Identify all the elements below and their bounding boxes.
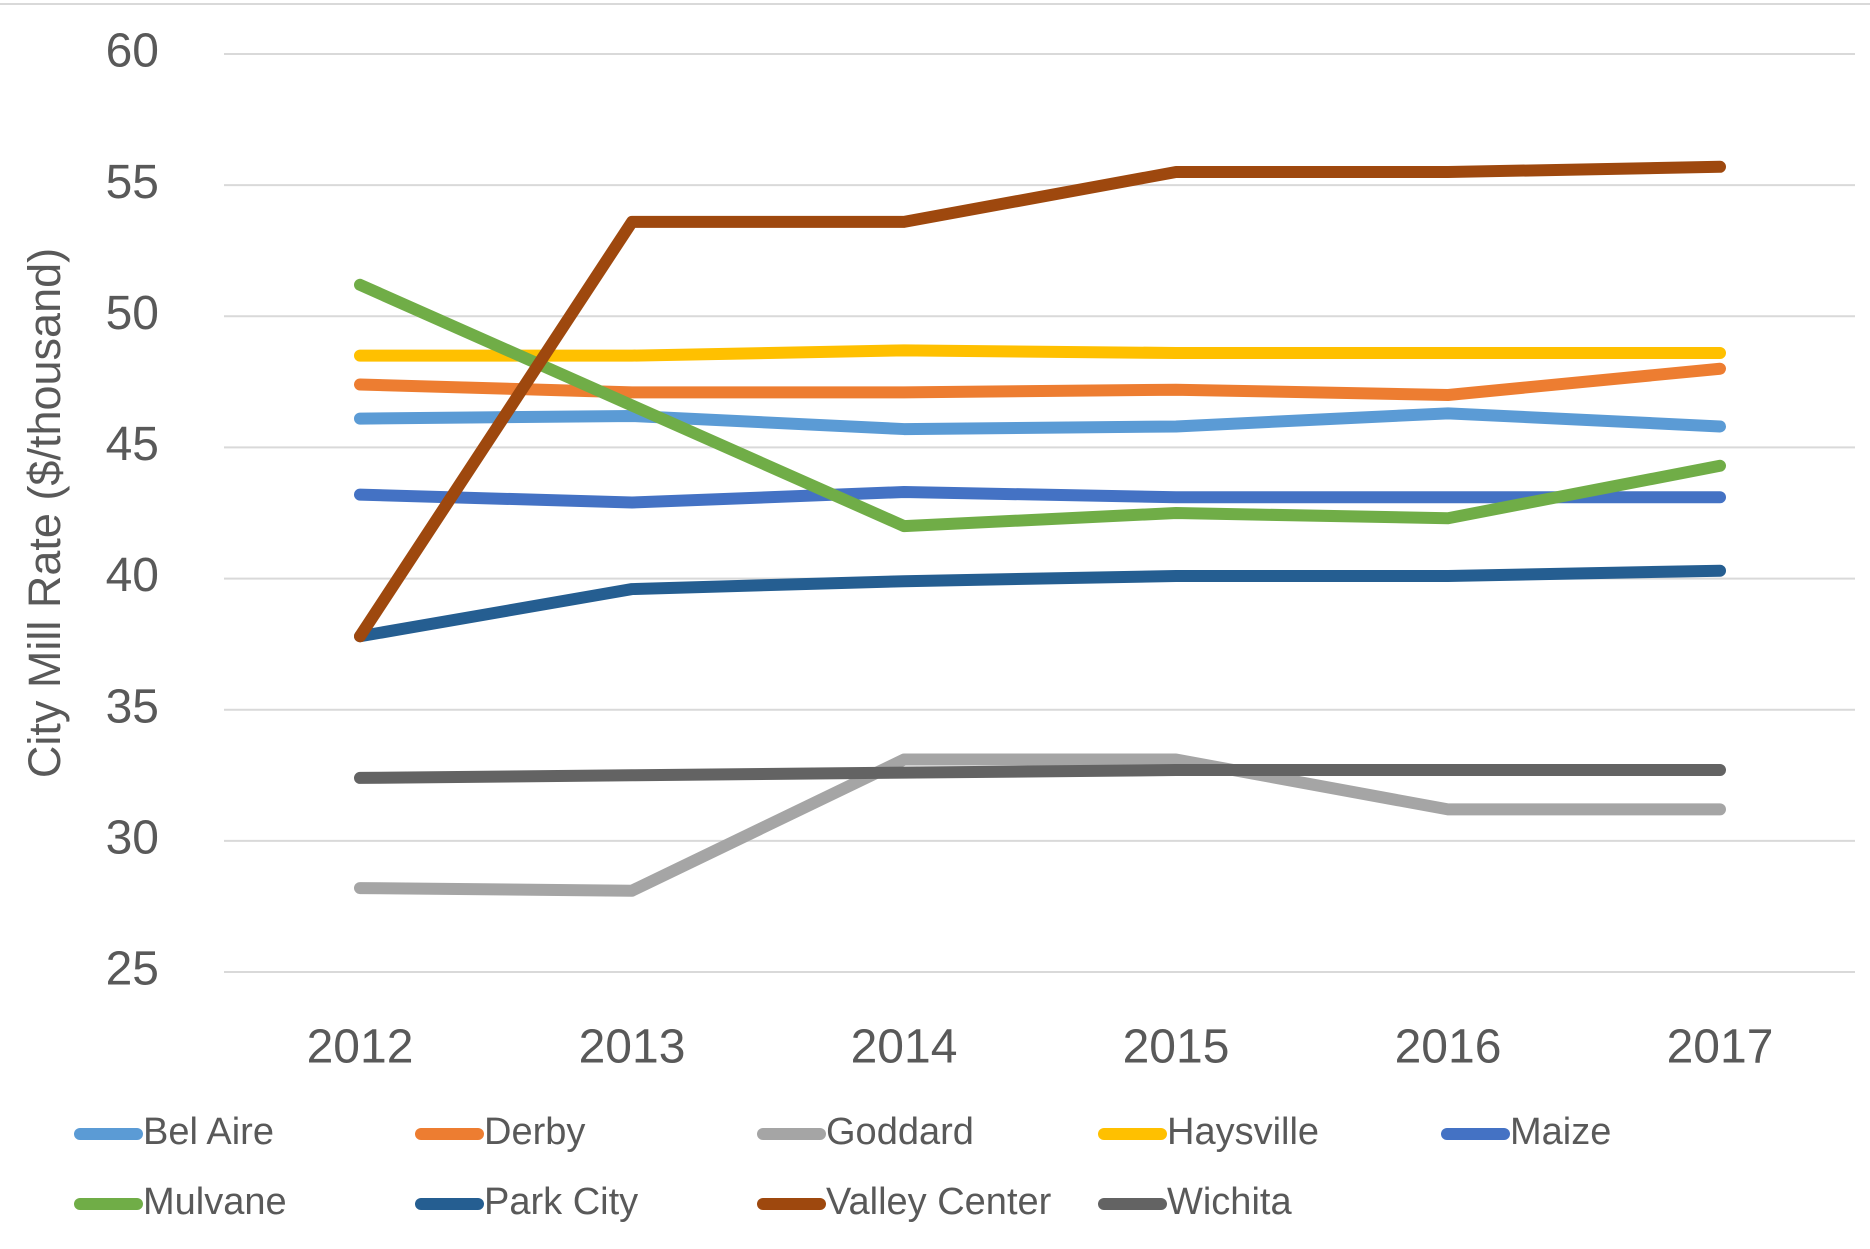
series-line (354, 764, 1726, 784)
legend-label: Wichita (1167, 1181, 1292, 1223)
x-tick-label: 2017 (1667, 1021, 1774, 1074)
x-tick-label: 2016 (1395, 1021, 1502, 1074)
legend-label: Valley Center (826, 1181, 1052, 1223)
y-tick-label: 40 (106, 549, 159, 602)
x-tick-label: 2014 (851, 1021, 958, 1074)
series-line (354, 486, 1726, 509)
y-tick-label: 55 (106, 156, 159, 209)
series-line (354, 564, 1726, 643)
series-line (354, 753, 1726, 897)
legend-label: Derby (484, 1111, 585, 1153)
x-tick-label: 2013 (579, 1021, 686, 1074)
legend-label: Goddard (826, 1111, 974, 1153)
legend-label: Haysville (1167, 1111, 1319, 1153)
legend-label: Maize (1510, 1111, 1611, 1153)
y-tick-label: 60 (106, 25, 159, 78)
legend-label: Bel Aire (143, 1111, 274, 1153)
y-tick-label: 30 (106, 812, 159, 865)
series-line (354, 278, 1726, 533)
series-line (354, 160, 1726, 643)
y-tick-label: 45 (106, 418, 159, 471)
legend-label: Park City (484, 1181, 638, 1223)
series-line (354, 407, 1726, 436)
y-tick-label: 50 (106, 287, 159, 340)
y-axis-title: City Mill Rate ($/thousand) (19, 248, 70, 778)
x-tick-label: 2015 (1123, 1021, 1230, 1074)
x-tick-label: 2012 (307, 1021, 414, 1074)
y-tick-label: 25 (106, 943, 159, 996)
series-line (354, 344, 1726, 362)
y-tick-label: 35 (106, 680, 159, 733)
legend-label: Mulvane (143, 1181, 287, 1223)
